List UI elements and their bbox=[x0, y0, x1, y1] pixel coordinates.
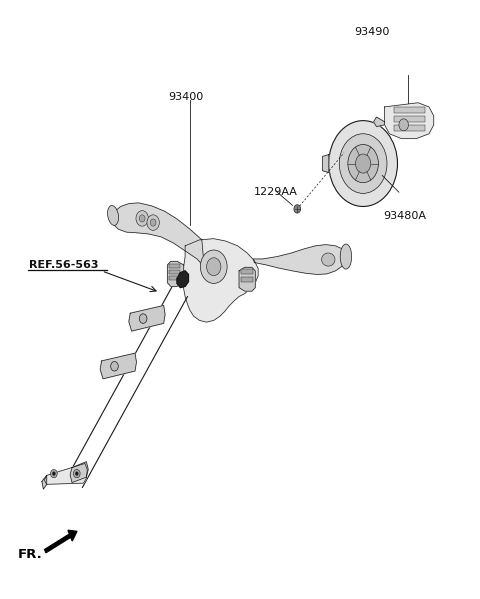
Polygon shape bbox=[112, 203, 204, 267]
Circle shape bbox=[150, 219, 156, 226]
Polygon shape bbox=[42, 476, 47, 489]
Circle shape bbox=[200, 250, 227, 283]
Bar bbox=[169, 276, 180, 280]
Circle shape bbox=[147, 215, 159, 231]
Circle shape bbox=[356, 154, 371, 173]
Circle shape bbox=[329, 120, 397, 207]
Circle shape bbox=[399, 119, 408, 131]
Bar bbox=[241, 277, 253, 282]
Bar bbox=[394, 107, 425, 113]
Bar bbox=[169, 270, 180, 274]
Bar bbox=[169, 264, 180, 268]
Bar bbox=[241, 269, 253, 274]
Ellipse shape bbox=[108, 205, 119, 225]
Bar bbox=[394, 116, 425, 122]
Text: 93400: 93400 bbox=[168, 92, 204, 102]
Circle shape bbox=[139, 314, 147, 323]
Polygon shape bbox=[100, 353, 136, 379]
Text: 93480A: 93480A bbox=[383, 211, 426, 221]
Circle shape bbox=[50, 470, 57, 478]
Text: FR.: FR. bbox=[18, 547, 43, 561]
Polygon shape bbox=[168, 261, 184, 286]
Bar bbox=[394, 125, 425, 131]
Polygon shape bbox=[129, 305, 165, 331]
Circle shape bbox=[348, 144, 378, 183]
Polygon shape bbox=[373, 117, 384, 126]
FancyArrow shape bbox=[45, 530, 77, 553]
Ellipse shape bbox=[340, 244, 352, 269]
Polygon shape bbox=[384, 103, 434, 138]
Circle shape bbox=[73, 470, 80, 478]
Circle shape bbox=[139, 215, 145, 222]
Circle shape bbox=[339, 134, 387, 193]
Circle shape bbox=[75, 472, 78, 476]
Polygon shape bbox=[44, 464, 87, 485]
Circle shape bbox=[52, 472, 55, 476]
Polygon shape bbox=[183, 238, 258, 322]
Polygon shape bbox=[253, 244, 345, 274]
Circle shape bbox=[136, 211, 148, 226]
Text: REF.56-563: REF.56-563 bbox=[29, 260, 98, 270]
Circle shape bbox=[206, 258, 221, 276]
Ellipse shape bbox=[322, 253, 335, 266]
Circle shape bbox=[294, 205, 300, 213]
Polygon shape bbox=[323, 155, 329, 173]
Text: 1229AA: 1229AA bbox=[253, 187, 297, 197]
Circle shape bbox=[111, 362, 118, 371]
Polygon shape bbox=[239, 267, 255, 291]
Text: 93490: 93490 bbox=[355, 28, 390, 37]
Polygon shape bbox=[177, 271, 189, 288]
Polygon shape bbox=[70, 462, 88, 483]
